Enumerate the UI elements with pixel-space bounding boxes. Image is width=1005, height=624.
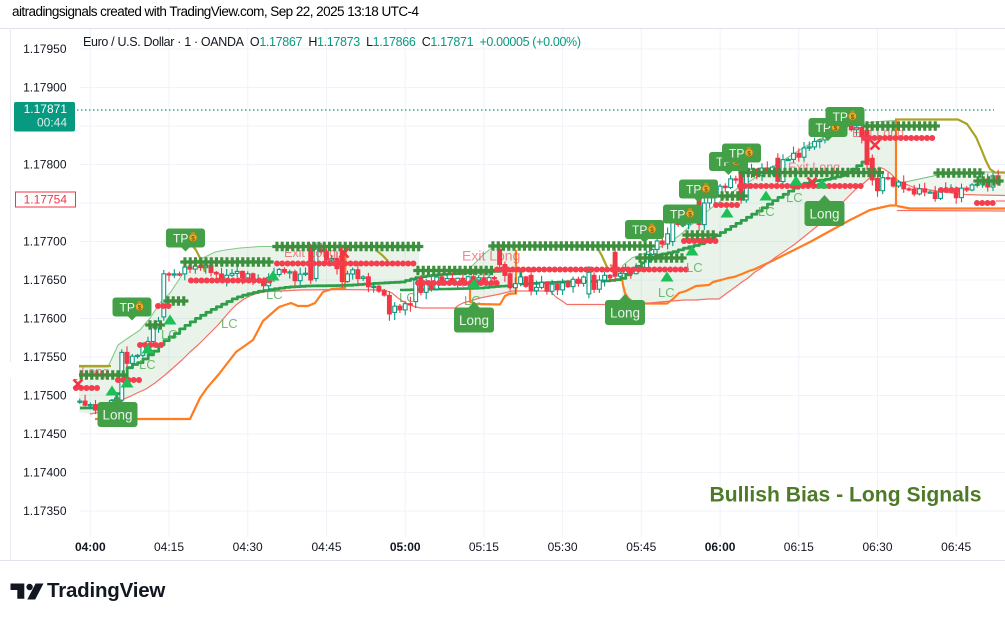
svg-text:06:00: 06:00 bbox=[705, 540, 736, 554]
svg-text:Exit Long: Exit Long bbox=[462, 248, 520, 264]
svg-text:1.17450: 1.17450 bbox=[23, 427, 67, 441]
svg-text:05:30: 05:30 bbox=[548, 540, 578, 554]
svg-text:04:45: 04:45 bbox=[311, 540, 341, 554]
svg-text:TP: TP bbox=[729, 147, 744, 161]
svg-text:$: $ bbox=[138, 305, 142, 312]
svg-text:$: $ bbox=[851, 114, 855, 121]
svg-text:1.17950: 1.17950 bbox=[23, 42, 67, 56]
svg-text:TP: TP bbox=[632, 223, 647, 237]
svg-text:1.17754: 1.17754 bbox=[24, 193, 68, 207]
svg-text:LC: LC bbox=[161, 327, 178, 342]
svg-text:aitradingsignals created with: aitradingsignals created with TradingVie… bbox=[12, 4, 419, 19]
svg-text:06:15: 06:15 bbox=[784, 540, 814, 554]
svg-text:Bullish Bias - Long Signals: Bullish Bias - Long Signals bbox=[710, 484, 982, 507]
svg-text:Long: Long bbox=[102, 408, 132, 423]
svg-text:06:45: 06:45 bbox=[941, 540, 971, 554]
svg-text:$: $ bbox=[834, 125, 838, 132]
svg-text:Long: Long bbox=[459, 313, 489, 328]
svg-text:LC: LC bbox=[786, 190, 803, 205]
svg-text:04:15: 04:15 bbox=[154, 540, 184, 554]
svg-text:LC: LC bbox=[686, 260, 703, 275]
svg-text:LC: LC bbox=[266, 287, 283, 302]
svg-text:04:00: 04:00 bbox=[75, 540, 106, 554]
svg-text:$: $ bbox=[734, 159, 738, 166]
svg-text:1.17800: 1.17800 bbox=[23, 158, 67, 172]
svg-text:1.17900: 1.17900 bbox=[23, 81, 67, 95]
svg-text:04:30: 04:30 bbox=[233, 540, 263, 554]
svg-text:1.17500: 1.17500 bbox=[23, 389, 67, 403]
svg-text:LC: LC bbox=[399, 290, 416, 305]
svg-text:05:45: 05:45 bbox=[626, 540, 656, 554]
svg-text:TP: TP bbox=[833, 110, 848, 124]
svg-text:06:30: 06:30 bbox=[862, 540, 892, 554]
svg-text:1.17350: 1.17350 bbox=[23, 504, 67, 518]
svg-text:Long: Long bbox=[610, 306, 640, 321]
svg-text:1.17871: 1.17871 bbox=[24, 102, 68, 116]
svg-text:LC: LC bbox=[221, 316, 238, 331]
svg-text:05:15: 05:15 bbox=[469, 540, 499, 554]
svg-text:TP: TP bbox=[670, 208, 685, 222]
svg-text:$: $ bbox=[191, 236, 195, 243]
svg-text:00:44: 00:44 bbox=[37, 116, 67, 130]
svg-text:05:00: 05:00 bbox=[390, 540, 421, 554]
svg-text:Euro / U.S. Dollar · 1 · OANDA: Euro / U.S. Dollar · 1 · OANDA O1.17867 … bbox=[83, 35, 581, 49]
svg-text:$: $ bbox=[704, 187, 708, 194]
svg-text:$: $ bbox=[688, 212, 692, 219]
svg-text:1.17550: 1.17550 bbox=[23, 350, 67, 364]
svg-text:LC: LC bbox=[758, 204, 775, 219]
svg-text:1.17650: 1.17650 bbox=[23, 273, 67, 287]
svg-text:TradingView: TradingView bbox=[47, 579, 165, 602]
svg-text:1.17700: 1.17700 bbox=[23, 235, 67, 249]
svg-text:LC: LC bbox=[658, 285, 675, 300]
svg-text:$: $ bbox=[650, 227, 654, 234]
svg-text:1.17400: 1.17400 bbox=[23, 466, 67, 480]
svg-text:Long: Long bbox=[809, 207, 839, 222]
svg-text:LC: LC bbox=[139, 357, 156, 372]
svg-text:TP: TP bbox=[686, 183, 701, 197]
svg-text:TP: TP bbox=[173, 232, 188, 246]
svg-text:$: $ bbox=[747, 151, 751, 158]
svg-text:TP: TP bbox=[120, 301, 135, 315]
svg-text:1.17600: 1.17600 bbox=[23, 312, 67, 326]
